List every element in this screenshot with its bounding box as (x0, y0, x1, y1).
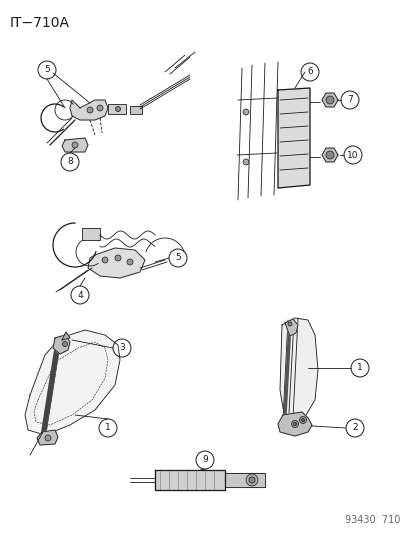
Circle shape (245, 474, 257, 486)
Circle shape (87, 107, 93, 113)
Text: 93430  710: 93430 710 (344, 515, 399, 525)
Text: IT−710A: IT−710A (10, 16, 70, 30)
Polygon shape (321, 148, 337, 162)
Polygon shape (321, 93, 337, 107)
Text: 7: 7 (346, 95, 352, 104)
Text: 9: 9 (202, 456, 207, 464)
Polygon shape (224, 473, 264, 487)
Polygon shape (277, 88, 309, 188)
Polygon shape (279, 318, 317, 425)
Text: 5: 5 (44, 66, 50, 75)
Polygon shape (62, 332, 70, 340)
Circle shape (299, 416, 306, 424)
Circle shape (115, 255, 121, 261)
Circle shape (242, 109, 248, 115)
Text: 1: 1 (356, 364, 362, 373)
Text: 8: 8 (67, 157, 73, 166)
Text: 1: 1 (105, 424, 111, 432)
Polygon shape (62, 138, 88, 152)
Polygon shape (70, 100, 108, 120)
Circle shape (248, 477, 254, 483)
Text: 3: 3 (119, 343, 125, 352)
Circle shape (325, 96, 333, 104)
Bar (82, 228, 100, 240)
Circle shape (45, 435, 51, 441)
Circle shape (72, 142, 78, 148)
Polygon shape (53, 335, 70, 354)
Text: 4: 4 (77, 290, 83, 300)
Text: 10: 10 (347, 150, 358, 159)
Polygon shape (88, 248, 145, 278)
Text: 6: 6 (306, 68, 312, 77)
Circle shape (291, 421, 298, 427)
Circle shape (301, 418, 304, 422)
Polygon shape (277, 412, 311, 436)
Bar (130, 106, 142, 114)
Circle shape (97, 105, 103, 111)
Circle shape (102, 257, 108, 263)
Polygon shape (284, 319, 297, 336)
Circle shape (325, 151, 333, 159)
Circle shape (242, 159, 248, 165)
Polygon shape (37, 430, 58, 445)
Circle shape (293, 423, 296, 425)
Bar (108, 104, 126, 114)
Circle shape (287, 322, 291, 326)
Text: 5: 5 (175, 254, 180, 262)
Text: 2: 2 (351, 424, 357, 432)
Polygon shape (154, 470, 224, 490)
Circle shape (62, 342, 67, 346)
Circle shape (127, 259, 133, 265)
Circle shape (115, 107, 120, 111)
Polygon shape (25, 330, 120, 435)
